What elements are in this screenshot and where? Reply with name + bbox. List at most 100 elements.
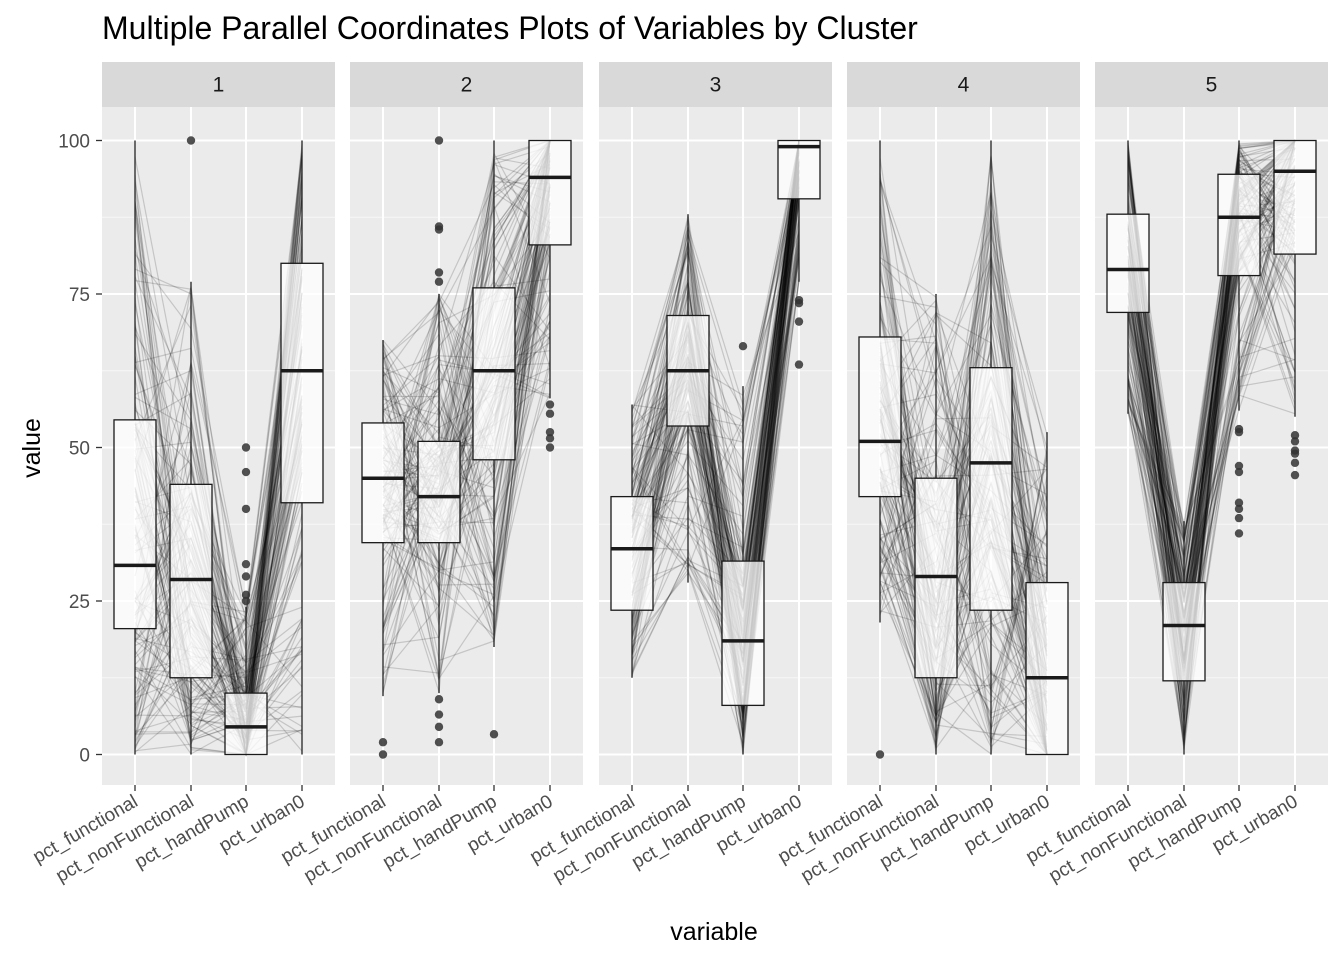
observation-line bbox=[134, 293, 303, 725]
observation-line bbox=[134, 244, 303, 633]
observation-line bbox=[1127, 154, 1296, 684]
observation-line bbox=[631, 234, 800, 715]
observation-line bbox=[631, 257, 800, 636]
observation-line bbox=[382, 140, 551, 677]
observation-line bbox=[631, 239, 800, 644]
observation-line bbox=[1127, 235, 1296, 584]
observation-line bbox=[134, 376, 303, 732]
observation-line bbox=[1127, 185, 1296, 728]
observation-line bbox=[879, 499, 1048, 755]
observation-line bbox=[1127, 212, 1296, 599]
observation-line bbox=[879, 341, 1048, 755]
observation-line bbox=[134, 156, 303, 745]
observation-line bbox=[879, 610, 1048, 735]
observation-line bbox=[382, 350, 551, 629]
observation-line bbox=[382, 152, 551, 626]
observation-line bbox=[382, 140, 551, 578]
observation-line bbox=[879, 223, 1048, 698]
observation-line bbox=[631, 191, 800, 549]
observation-line bbox=[879, 249, 1048, 580]
observation-line bbox=[1127, 140, 1296, 648]
observation-line bbox=[134, 529, 303, 742]
observation-line bbox=[134, 383, 303, 713]
facet-strip bbox=[599, 62, 832, 107]
observation-line bbox=[134, 349, 303, 701]
outlier-point bbox=[1290, 431, 1300, 440]
observation-line bbox=[879, 454, 1048, 608]
observation-line bbox=[1127, 165, 1296, 538]
observation-line bbox=[134, 257, 303, 718]
observation-line bbox=[631, 140, 800, 711]
observation-line bbox=[631, 229, 800, 656]
observation-line bbox=[879, 445, 1048, 739]
observation-line bbox=[631, 251, 800, 603]
observation-line bbox=[134, 423, 303, 660]
observation-line bbox=[134, 472, 303, 739]
observation-line bbox=[382, 172, 551, 471]
box-iqr bbox=[1162, 581, 1206, 682]
observation-line bbox=[631, 187, 800, 744]
observation-line bbox=[134, 596, 303, 749]
observation-line bbox=[1127, 234, 1296, 590]
observation-line bbox=[631, 163, 800, 662]
observation-line bbox=[134, 324, 303, 652]
boxplot-pct_handPump bbox=[472, 140, 516, 648]
observation-line bbox=[631, 143, 800, 749]
observation-line bbox=[879, 421, 1048, 713]
boxplot-pct_nonFunctional bbox=[1162, 521, 1206, 755]
observation-line bbox=[631, 200, 800, 629]
observation-line bbox=[631, 172, 800, 709]
observation-line bbox=[134, 631, 303, 725]
observation-line bbox=[382, 140, 551, 680]
observation-line bbox=[382, 184, 551, 525]
observation-line bbox=[382, 140, 551, 360]
box-iqr bbox=[969, 367, 1013, 611]
observation-line bbox=[879, 427, 1048, 616]
profile-lines bbox=[631, 140, 800, 755]
observation-line bbox=[134, 347, 303, 624]
observation-line bbox=[134, 462, 303, 707]
observation-line bbox=[879, 545, 1048, 726]
observation-line bbox=[382, 151, 551, 436]
observation-line bbox=[879, 315, 1048, 656]
outlier-point bbox=[545, 443, 555, 452]
observation-line bbox=[879, 304, 1048, 717]
observation-line bbox=[382, 221, 551, 574]
observation-line bbox=[134, 219, 303, 711]
observation-line bbox=[1127, 149, 1296, 528]
observation-line bbox=[1127, 140, 1296, 664]
observation-line bbox=[134, 281, 303, 688]
observation-line bbox=[134, 601, 303, 674]
observation-line bbox=[879, 424, 1048, 503]
outlier-point bbox=[1290, 437, 1300, 446]
observation-line bbox=[631, 232, 800, 470]
observation-line bbox=[382, 140, 551, 534]
observation-line bbox=[1127, 172, 1296, 545]
observation-line bbox=[382, 218, 551, 482]
observation-line bbox=[382, 152, 551, 473]
observation-line bbox=[134, 333, 303, 697]
observation-line bbox=[631, 165, 800, 579]
observation-line bbox=[879, 341, 1048, 711]
observation-line bbox=[631, 149, 800, 714]
boxplot-pct_handPump bbox=[224, 607, 268, 756]
observation-line bbox=[1127, 243, 1296, 599]
observation-line bbox=[382, 141, 551, 601]
observation-line bbox=[1127, 174, 1296, 603]
observation-line bbox=[382, 140, 551, 628]
observation-line bbox=[879, 360, 1048, 717]
observation-line bbox=[382, 202, 551, 490]
observation-line bbox=[879, 466, 1048, 748]
observation-line bbox=[879, 417, 1048, 755]
outlier-point bbox=[1234, 529, 1244, 538]
observation-line bbox=[382, 342, 551, 511]
observation-line bbox=[1127, 140, 1296, 578]
observation-line bbox=[631, 183, 800, 714]
panels-layer: 1 pct_functionalpct_nonFunctionalpct_hand… bbox=[29, 62, 1328, 887]
observation-line bbox=[382, 160, 551, 524]
outliers bbox=[186, 136, 251, 606]
observation-line bbox=[879, 309, 1048, 687]
observation-line bbox=[631, 149, 800, 694]
observation-line bbox=[1127, 140, 1296, 659]
